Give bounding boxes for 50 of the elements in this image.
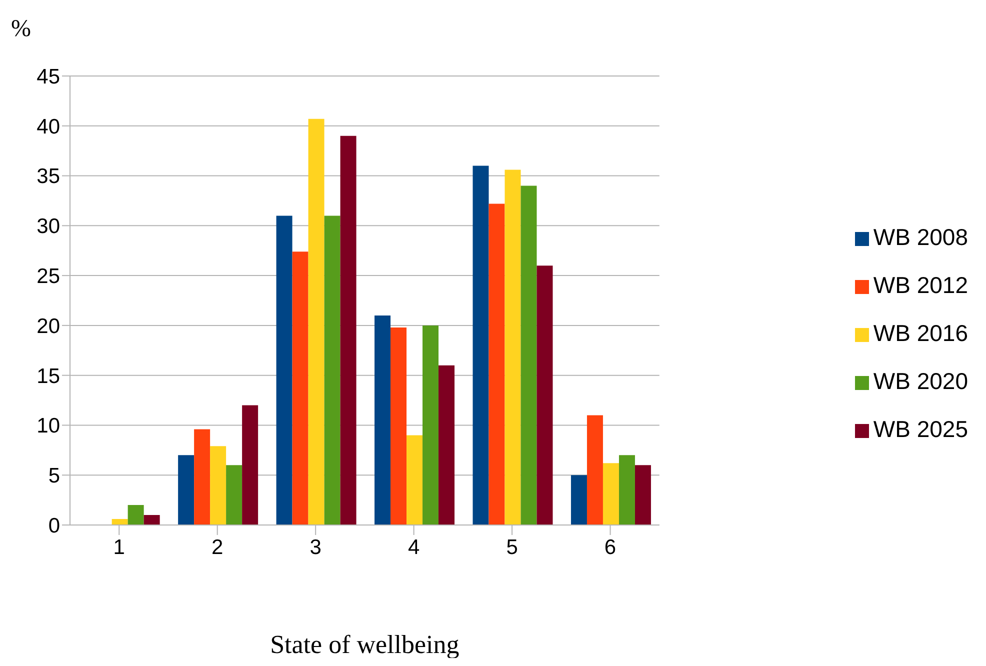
y-tick-label: 25 (36, 265, 60, 288)
bar (226, 465, 242, 525)
bar (128, 505, 144, 525)
bar (242, 405, 258, 525)
bar (210, 446, 226, 525)
x-tick-label: 3 (310, 536, 322, 559)
y-tick-label: 45 (36, 65, 60, 88)
legend-label: WB 2008 (873, 224, 968, 250)
bar (406, 435, 423, 525)
bar (618, 455, 635, 525)
bar (178, 455, 194, 525)
bar (602, 463, 619, 525)
bar (276, 216, 292, 525)
y-axis-title: % (11, 16, 31, 43)
x-tick-label: 2 (212, 536, 224, 559)
y-tick-label: 0 (48, 514, 60, 538)
bar (324, 216, 340, 525)
y-tick-label: 35 (36, 165, 60, 188)
y-tick-label: 15 (36, 364, 60, 388)
legend-label: WB 2016 (873, 320, 968, 346)
bar (586, 415, 603, 525)
x-tick-label: 1 (113, 536, 125, 559)
y-tick-label: 10 (36, 414, 60, 438)
x-tick-label: 6 (604, 536, 616, 559)
bar (292, 252, 308, 525)
legend-label: WB 2012 (873, 272, 968, 298)
bar (570, 475, 587, 525)
x-tick-label: 5 (506, 536, 518, 559)
bar (488, 204, 505, 525)
bar (536, 266, 553, 525)
y-tick-label: 40 (36, 115, 60, 138)
bar (438, 365, 455, 525)
bar (472, 166, 489, 525)
bar (520, 186, 537, 525)
y-tick-label: 20 (36, 314, 60, 338)
x-tick-label: 4 (408, 536, 420, 559)
bar (308, 118, 324, 525)
bar (340, 136, 356, 525)
bar (634, 465, 651, 525)
bar (144, 515, 160, 525)
bar (374, 315, 391, 525)
bar (112, 519, 128, 525)
bar (422, 325, 439, 525)
y-tick-label: 30 (36, 215, 60, 238)
bar (390, 327, 407, 525)
y-tick-label: 5 (48, 464, 60, 488)
legend-label: WB 2020 (873, 368, 968, 394)
legend-label: WB 2025 (873, 416, 968, 442)
bar (504, 170, 521, 525)
bar (194, 429, 210, 525)
